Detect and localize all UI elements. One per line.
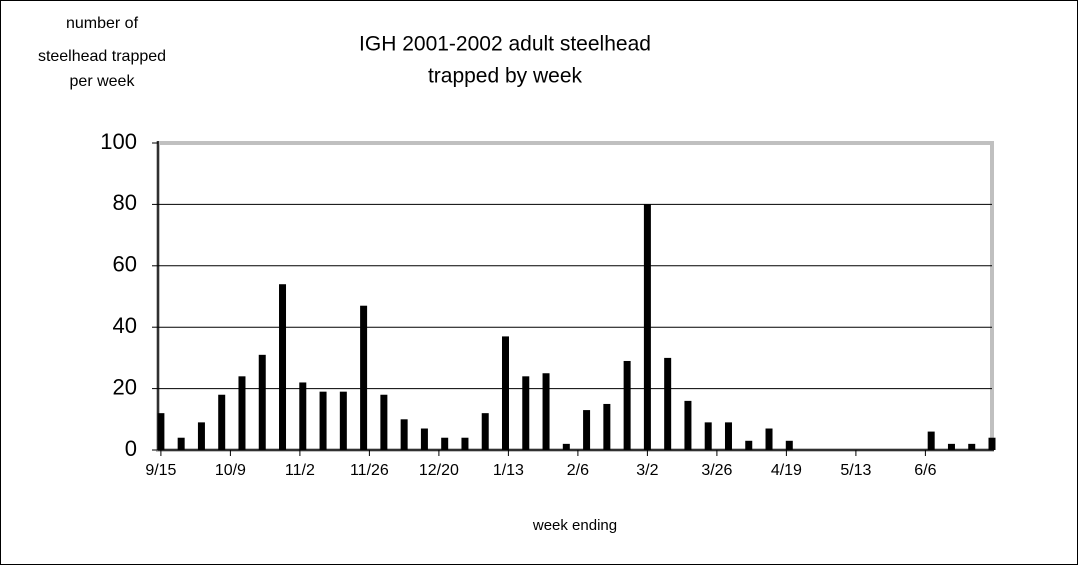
bar: [927, 431, 935, 450]
bar: [299, 382, 307, 450]
bar: [481, 413, 489, 450]
x-tick-label: 5/13: [840, 462, 871, 479]
bar: [319, 391, 327, 450]
bar: [339, 391, 347, 450]
bar: [583, 410, 591, 450]
x-axis-label: week ending: [532, 517, 617, 534]
bar: [238, 376, 246, 450]
y-axis-label: steelhead trapped: [38, 48, 166, 65]
y-tick-label: 0: [125, 436, 137, 461]
x-tick-label: 2/6: [567, 462, 589, 479]
x-tick-label: 9/15: [145, 462, 176, 479]
y-tick-label: 20: [113, 374, 137, 399]
y-tick-label: 100: [100, 129, 137, 154]
bar: [724, 422, 732, 450]
x-tick-label: 12/20: [419, 462, 459, 479]
bar: [623, 360, 631, 450]
x-tick-label: 6/6: [914, 462, 936, 479]
bar: [704, 422, 712, 450]
x-tick-label: 4/19: [771, 462, 802, 479]
bar: [441, 437, 449, 450]
bar: [218, 394, 226, 450]
bar: [197, 422, 205, 450]
bar: [380, 394, 388, 450]
bar: [745, 440, 753, 450]
chart-title: IGH 2001-2002 adult steelhead: [359, 33, 651, 56]
bar: [502, 336, 509, 450]
x-tick-label: 3/2: [636, 462, 658, 479]
bar: [562, 443, 570, 450]
bar: [279, 284, 287, 450]
x-tick-label: 10/9: [215, 462, 246, 479]
bar: [177, 437, 185, 450]
y-tick-label: 60: [113, 252, 137, 277]
bar: [664, 357, 672, 450]
bar: [461, 437, 469, 450]
bar: [542, 373, 550, 450]
bar: [947, 443, 955, 450]
y-tick-label: 40: [113, 313, 137, 338]
bar: [360, 305, 368, 450]
bar: [522, 376, 530, 450]
bar: [988, 437, 996, 450]
y-tick-label: 80: [113, 190, 137, 215]
bar: [157, 413, 165, 450]
bar: [603, 403, 611, 450]
x-tick-label: 3/26: [701, 462, 732, 479]
bar: [420, 428, 428, 450]
bar: [400, 419, 408, 450]
x-tick-label: 11/2: [285, 462, 315, 479]
bar: [785, 440, 793, 450]
bar: [643, 204, 651, 450]
bar: [765, 428, 773, 450]
bar: [258, 354, 266, 450]
y-axis-label: number of: [66, 15, 139, 32]
chart-title: trapped by week: [428, 65, 583, 88]
bar: [684, 400, 692, 450]
y-axis-label: per week: [70, 73, 136, 90]
x-tick-label: 11/26: [350, 462, 389, 479]
bar: [968, 443, 976, 450]
x-tick-label: 1/13: [493, 462, 524, 479]
